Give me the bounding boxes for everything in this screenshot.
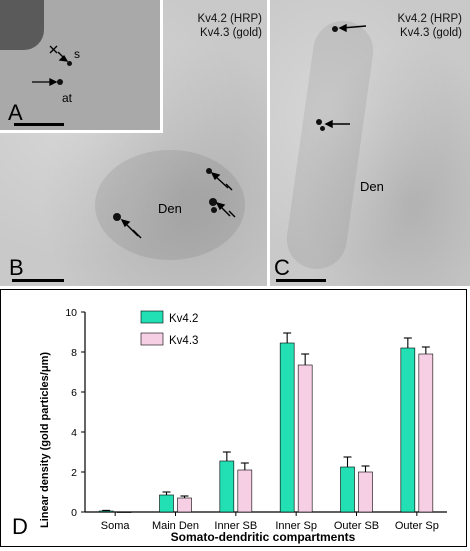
caption-kv42: Kv4.2 (HRP) <box>197 13 262 25</box>
bar-kv43 <box>177 497 192 513</box>
gold-particle <box>206 168 212 174</box>
bar-kv42 <box>340 466 355 513</box>
spine-label-s: s <box>74 47 80 61</box>
particle-arrows <box>324 23 367 129</box>
panel-label-b: B <box>9 255 24 280</box>
bar-kv42 <box>219 460 235 513</box>
y-axis-label: Linear density (gold particles/μm) <box>39 352 51 528</box>
panel-label-d: D <box>12 514 28 539</box>
gold-particle <box>67 61 72 66</box>
bar-kv42 <box>159 494 174 513</box>
bar-kv43 <box>237 469 253 513</box>
gold-particle <box>209 198 217 206</box>
y-tick-label: 0 <box>71 507 77 519</box>
legend-swatch <box>140 332 164 346</box>
y-tick-label: 2 <box>71 467 77 479</box>
gold-particle <box>332 26 338 32</box>
bar-kv43 <box>297 364 313 513</box>
particle-arrows <box>32 45 69 87</box>
y-tick-label: 6 <box>71 387 77 399</box>
y-tick-label: 10 <box>65 307 77 319</box>
x-tick-label: Outer SB <box>334 520 379 532</box>
caption-kv43: Kv4.3 (gold) <box>199 27 262 39</box>
caption-kv43: Kv4.3 (gold) <box>399 27 462 39</box>
micrograph-panel-c: Den C Kv4.2 (HRP) Kv4.3 (gold) <box>270 0 470 286</box>
particle-arrows <box>120 171 236 239</box>
bar-kv42 <box>400 347 416 513</box>
x-tick-label: Soma <box>101 520 131 532</box>
den-label-c: Den <box>360 179 384 194</box>
micrograph-panel-a: s at A <box>0 0 163 133</box>
bar-kv42 <box>279 342 295 513</box>
scale-bar-a <box>14 123 64 126</box>
gold-particle <box>320 126 325 131</box>
caption-b: Kv4.2 (HRP) Kv4.3 (gold) <box>150 12 262 40</box>
chart-panel-d: 0 2 4 6 8 10 Soma Main Den Inner SB Inner Sp Outer… <box>0 289 467 547</box>
y-tick-label: 4 <box>71 427 77 439</box>
bar-kv43 <box>358 471 373 513</box>
x-tick-label: Inner SB <box>214 520 257 532</box>
terminal-label-at: at <box>62 91 73 105</box>
legend-swatch <box>140 310 164 324</box>
dark-terminal <box>0 0 44 50</box>
caption-c: Kv4.2 (HRP) Kv4.3 (gold) <box>350 12 462 40</box>
scale-bar-c <box>276 279 326 282</box>
y-tick-label: 8 <box>71 347 77 359</box>
legend-label: Kv4.3 <box>169 335 198 347</box>
bar-kv42 <box>98 510 114 513</box>
bar-kv43 <box>116 511 132 513</box>
legend-label: Kv4.2 <box>169 313 198 325</box>
caption-kv42: Kv4.2 (HRP) <box>397 13 462 25</box>
panel-label-a: A <box>8 100 23 125</box>
x-tick-label: Outer Sp <box>395 520 439 532</box>
gold-particle <box>211 207 217 213</box>
gold-particle <box>57 79 63 85</box>
scale-bar-b <box>12 279 64 282</box>
gold-particle <box>113 213 121 221</box>
gold-particle <box>316 119 322 125</box>
den-label-b: Den <box>158 201 182 216</box>
bar-kv43 <box>418 353 434 513</box>
x-axis-label: Somato-dendritic compartments <box>171 530 356 544</box>
x-tick-label: Inner Sp <box>275 520 317 532</box>
panel-label-c: C <box>274 255 290 280</box>
x-tick-label: Main Den <box>152 520 199 532</box>
bar-chart: 0 2 4 6 8 10 Soma Main Den Inner SB Inner Sp Outer… <box>39 307 447 544</box>
